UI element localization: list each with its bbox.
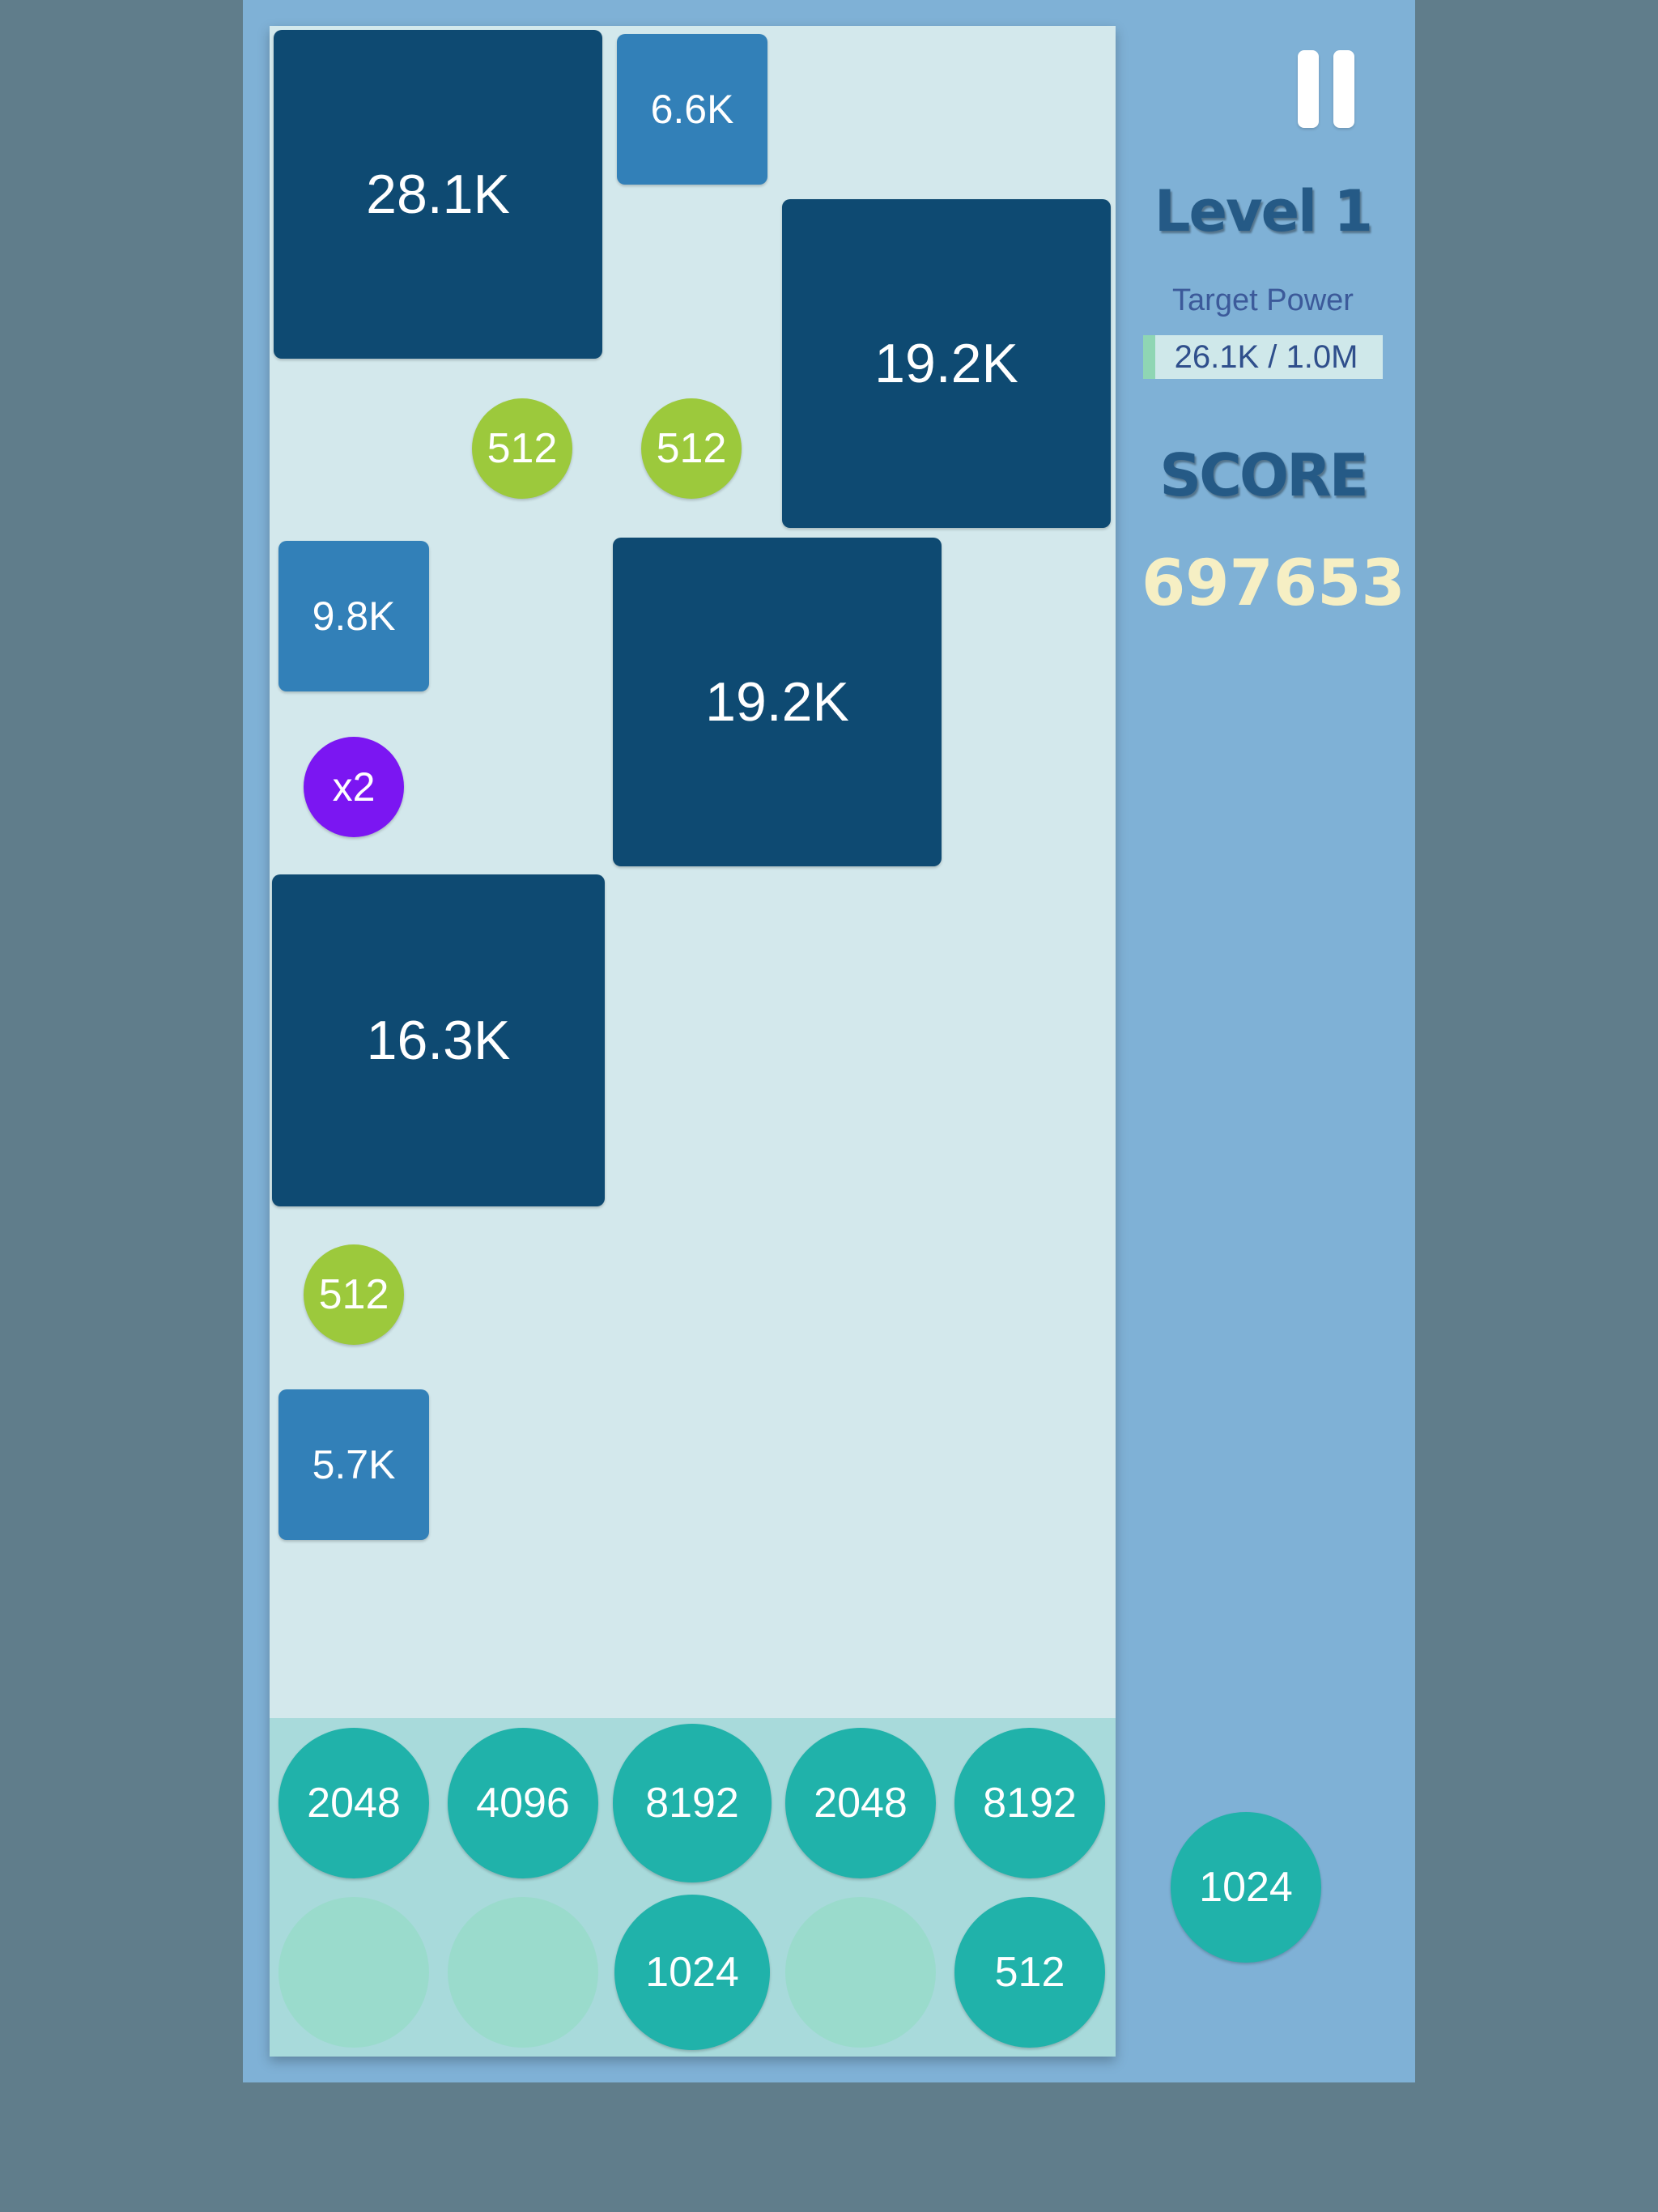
tile-5-7k: 5.7K [278,1389,429,1540]
score-label: SCORE [1159,441,1369,509]
tray-orb-8192[interactable]: 8192 [613,1724,772,1882]
tray-orb-8192[interactable]: 8192 [954,1728,1105,1878]
tile-19-2k-a: 19.2K [782,199,1111,528]
orb-tray: 2048 4096 8192 2048 8192 1024 512 [270,1718,1116,2057]
game-board[interactable]: 28.1K 6.6K 19.2K 9.8K 19.2K 16.3K 5.7K 5… [270,26,1116,2057]
tray-empty-slot [448,1897,598,2048]
score-value: 697653 [1141,547,1405,620]
tray-empty-slot [278,1897,429,2048]
tile-16-3k: 16.3K [272,874,605,1206]
tile-19-2k-b: 19.2K [613,538,942,866]
pause-icon[interactable] [1298,50,1354,128]
tray-orb-1024[interactable]: 1024 [614,1895,770,2050]
tray-orb-4096[interactable]: 4096 [448,1728,598,1878]
tile-6-6k: 6.6K [617,34,767,185]
tray-orb-512[interactable]: 512 [954,1897,1105,2048]
level-title: Level 1 [1154,178,1373,245]
target-power-bar: 26.1K / 1.0M [1143,335,1383,379]
orb-512: 512 [304,1244,404,1345]
tile-9-8k: 9.8K [278,541,429,691]
orb-x2-multiplier: x2 [304,737,404,837]
target-power-value: 26.1K / 1.0M [1174,338,1358,375]
orb-512: 512 [472,398,572,499]
next-orb-1024: 1024 [1171,1812,1321,1963]
tray-empty-slot [785,1897,936,2048]
tray-orb-2048[interactable]: 2048 [278,1728,429,1878]
target-power-label: Target Power [1172,283,1354,317]
tray-orb-2048[interactable]: 2048 [785,1728,936,1878]
orb-512: 512 [641,398,742,499]
target-power-fill [1150,335,1156,379]
tile-28-1k: 28.1K [274,30,602,359]
